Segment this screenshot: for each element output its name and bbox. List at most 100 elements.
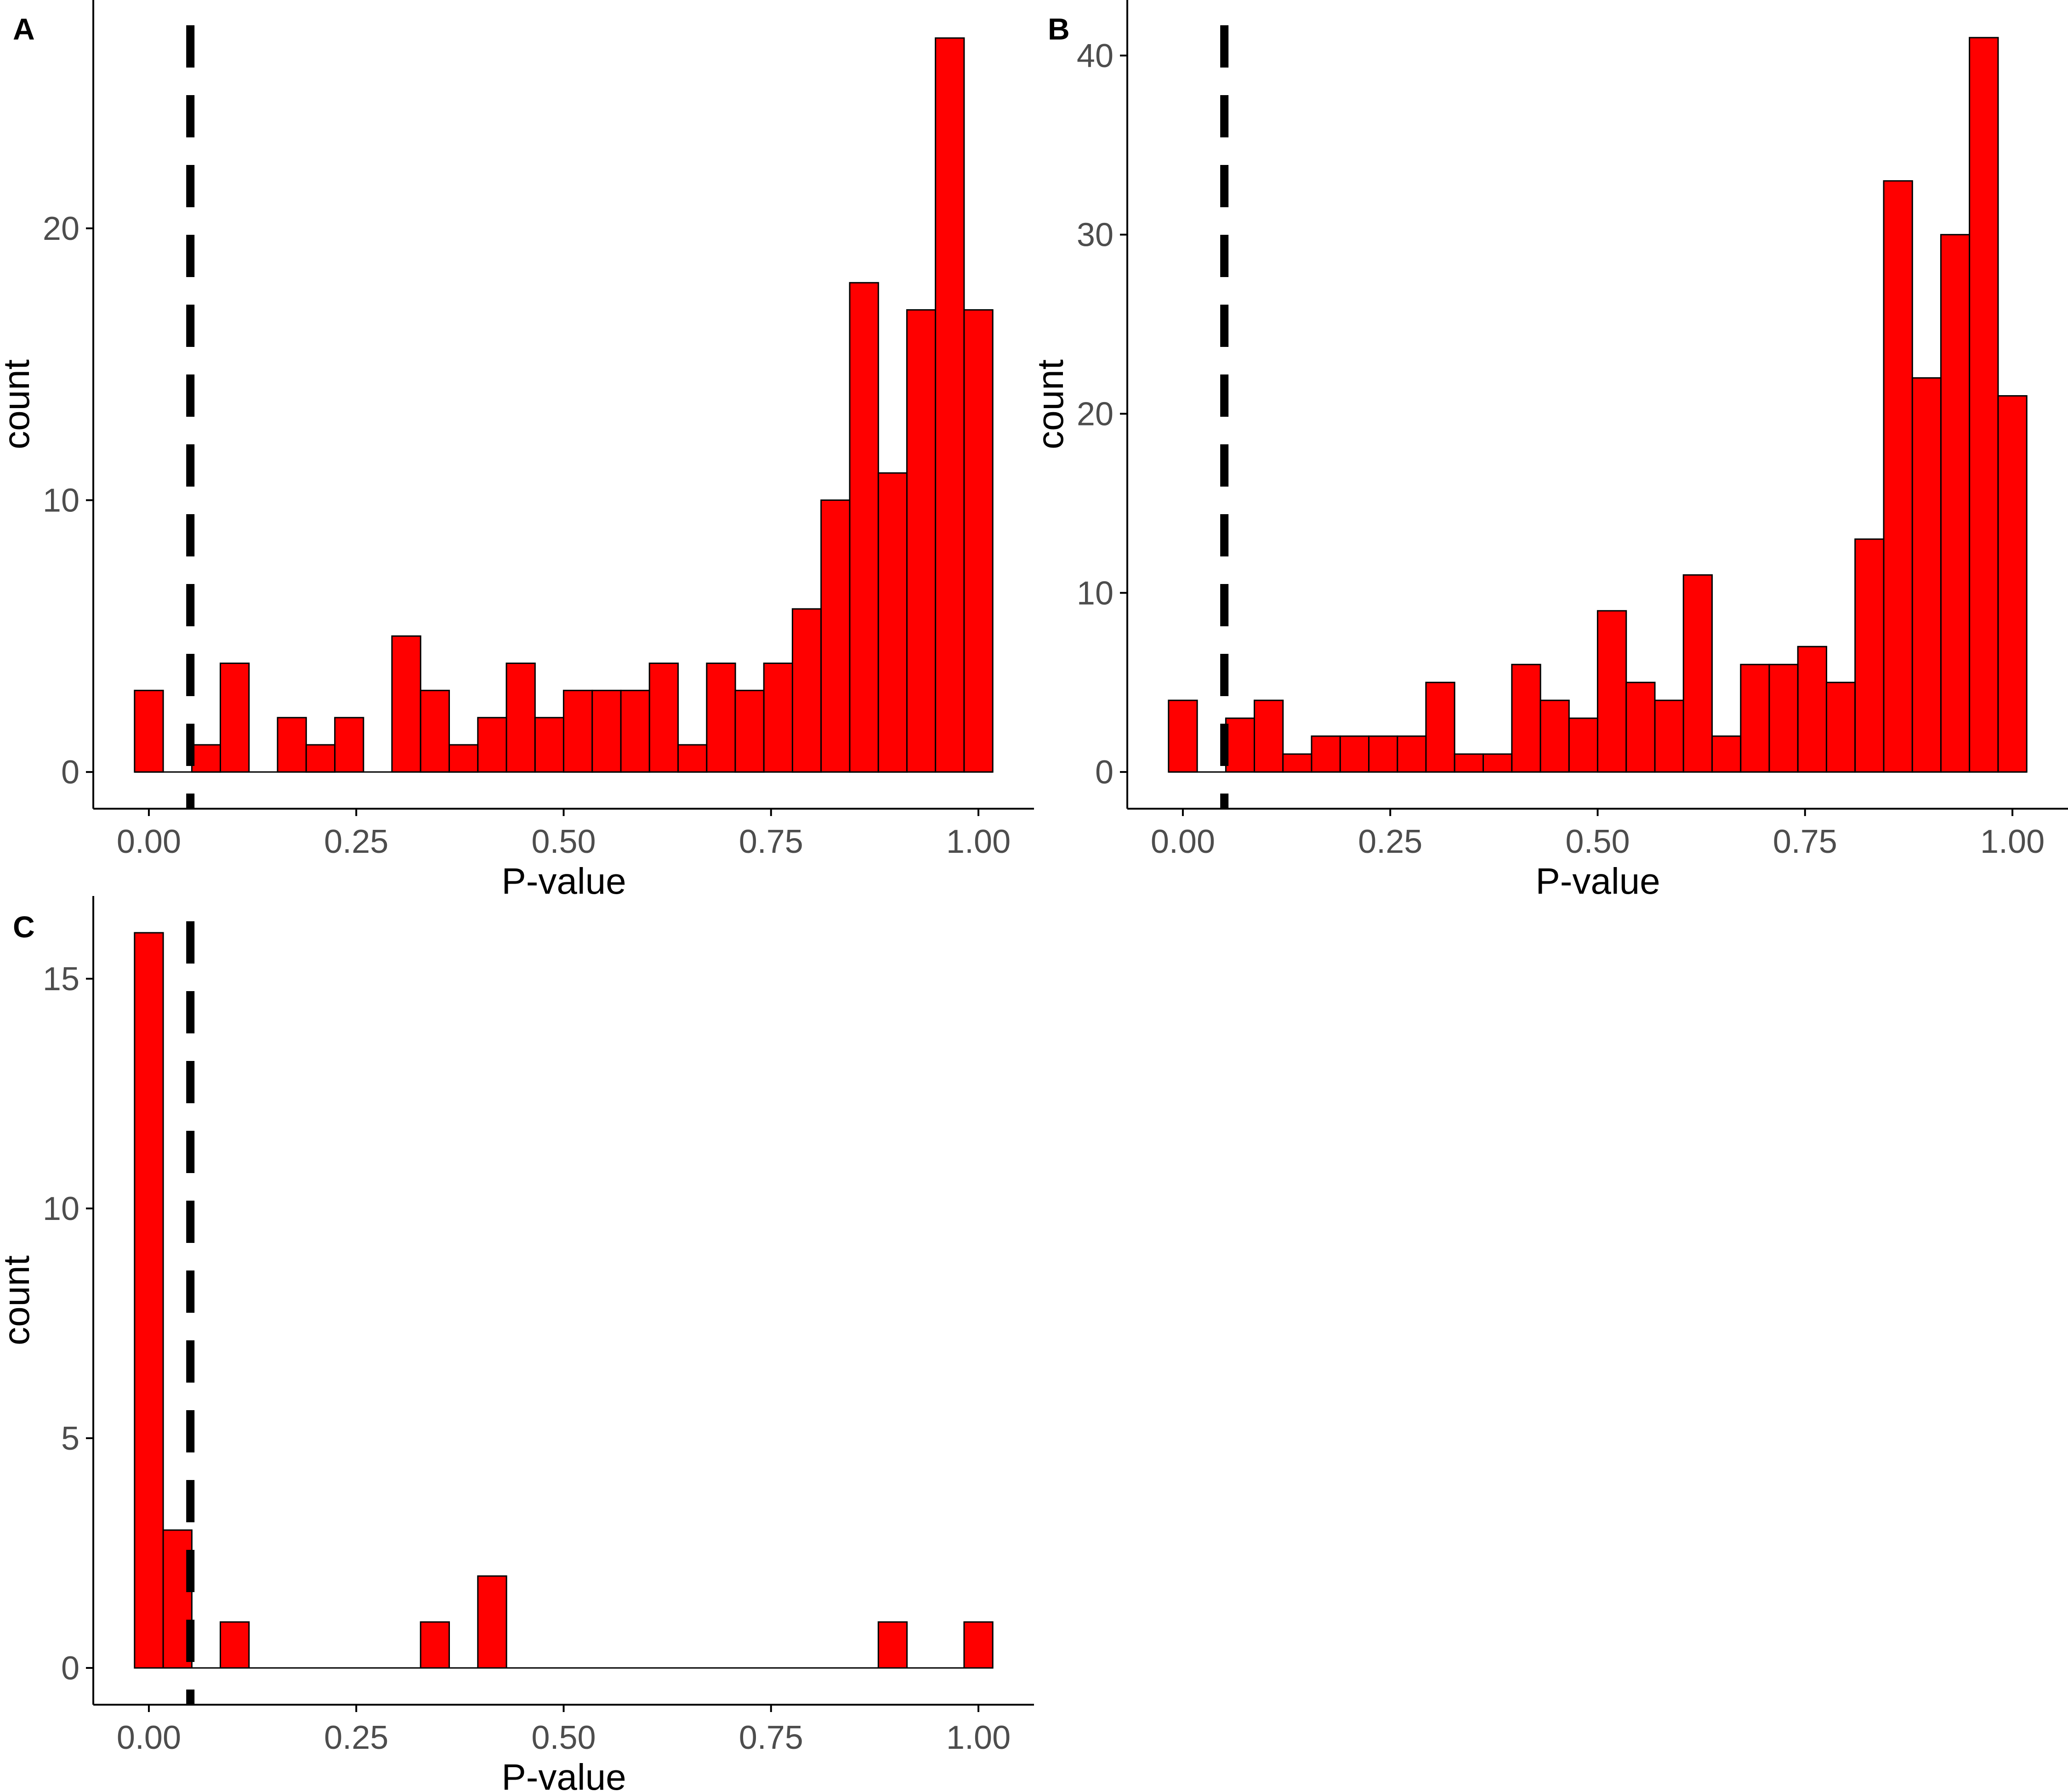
panel-c-bar <box>877 1621 908 1669</box>
panel-b-x-tick-label: 0.50 <box>1565 823 1630 860</box>
panel-b-x-tick-label: 0.75 <box>1773 823 1837 860</box>
panel-b-bar <box>1997 395 2028 773</box>
panel-a-bar <box>677 744 708 773</box>
panel-c-x-tick-label: 0.75 <box>739 1719 803 1756</box>
panel-b-bar <box>1168 699 1198 773</box>
panel-b-bar <box>1969 37 1999 773</box>
panel-b-x-tick-label: 0.25 <box>1358 823 1422 860</box>
panel-a-bar <box>562 690 593 773</box>
panel-a-bar <box>791 608 822 773</box>
panel-a-bar <box>620 690 650 773</box>
panel-b-x-tick-label: 1.00 <box>1980 823 2045 860</box>
panel-b-bar <box>1682 574 1713 773</box>
panel-a-bar <box>963 309 994 773</box>
panel-c-bar <box>220 1621 250 1669</box>
panel-a-x-axis-title: P-value <box>501 861 626 902</box>
panel-c-x-axis-title: P-value <box>501 1757 626 1792</box>
panel-a-y-tick-label: 20 <box>43 210 80 247</box>
panel-a-bar <box>191 744 222 773</box>
panel-b-y-tick-label: 30 <box>1077 217 1114 254</box>
panel-b-bar <box>1854 538 1885 773</box>
panel-b: B 0 10 20 30 40 0.00 0.25 0.50 0.75 1.00 P-value… <box>1030 0 2068 902</box>
panel-a-bar <box>849 282 879 773</box>
panel-b-y-axis-title: count <box>1030 359 1071 449</box>
panel-label-c: C <box>13 910 35 944</box>
panel-a-bar <box>877 472 908 773</box>
panel-b-bar <box>1425 681 1455 773</box>
panel-b-bar <box>1596 610 1627 773</box>
panel-b-bar <box>1282 753 1312 773</box>
panel-b-bar <box>1911 377 1942 773</box>
panel-c-bar <box>963 1621 994 1669</box>
panel-b-bar <box>1940 234 1971 773</box>
panel-a-y-tick-label: 0 <box>61 754 80 791</box>
panel-b-bar <box>1797 646 1827 773</box>
panel-b-bar <box>1311 735 1341 773</box>
panel-b-bar <box>1825 681 1856 773</box>
panel-a-bar <box>706 663 736 773</box>
panel-c-y-tick-label: 15 <box>43 961 80 998</box>
panel-c-x-tick-label: 0.00 <box>117 1719 181 1756</box>
panel-label-b: B <box>1048 12 1070 46</box>
panel-b-y-tick-label: 0 <box>1095 754 1114 791</box>
panel-c: C 0 5 10 15 0.00 0.25 0.50 0.75 1.00 P-value co… <box>0 896 1034 1792</box>
panel-b-bar <box>1454 753 1484 773</box>
panel-b-y-ticks: 0 10 20 30 40 <box>1077 38 1127 791</box>
panel-b-bar <box>1625 681 1656 773</box>
panel-b-bar <box>1740 663 1770 773</box>
panel-a-x-tick-label: 0.50 <box>531 823 596 860</box>
panel-a-y-tick-label: 10 <box>43 482 80 519</box>
panel-a-bar <box>534 717 565 773</box>
panel-a-x-tick-label: 0.25 <box>324 823 388 860</box>
panel-b-x-tick-label: 0.00 <box>1151 823 1215 860</box>
panel-a-bar <box>734 690 765 773</box>
panel-c-bar <box>477 1575 507 1669</box>
panel-b-y-tick-label: 10 <box>1077 575 1114 612</box>
panel-c-x-tick-label: 0.25 <box>324 1719 388 1756</box>
panel-b-y-tick-label: 40 <box>1077 38 1114 74</box>
panel-label-a: A <box>13 12 35 46</box>
panel-a-y-ticks: 0 10 20 <box>43 210 93 791</box>
panel-b-bar <box>1511 663 1541 773</box>
panel-b-bar <box>1883 180 1913 773</box>
panel-b-bar <box>1397 735 1427 773</box>
panel-c-y-tick-label: 5 <box>61 1420 80 1457</box>
panel-b-bar <box>1540 699 1570 773</box>
panel-c-bar <box>420 1621 450 1669</box>
panel-b-bar <box>1711 735 1742 773</box>
panel-a-bar <box>591 690 622 773</box>
panel-c-bar <box>134 932 164 1669</box>
panel-a-bar <box>420 690 450 773</box>
panel-a-bar <box>648 663 679 773</box>
panel-c-x-tick-label: 1.00 <box>946 1719 1011 1756</box>
panel-b-bar <box>1768 663 1799 773</box>
panel-c-y-ticks: 0 5 10 15 <box>43 961 93 1687</box>
panel-a-x-tick-label: 1.00 <box>946 823 1011 860</box>
panel-c-bars <box>134 932 994 1669</box>
panel-a-bar <box>334 717 364 773</box>
panel-c-x-tick-label: 0.50 <box>531 1719 596 1756</box>
panel-b-bar <box>1483 753 1513 773</box>
panel-a-bar <box>763 663 793 773</box>
panel-a-bar <box>134 690 164 773</box>
panel-b-y-tick-label: 20 <box>1077 396 1114 432</box>
panel-b-bar <box>1568 717 1599 773</box>
panel-b-bars <box>1168 37 2028 773</box>
panel-b-x-axis-title: P-value <box>1535 861 1660 902</box>
panel-c-x-ticks: 0.00 0.25 0.50 0.75 1.00 <box>117 1705 1011 1756</box>
panel-b-bar <box>1368 735 1398 773</box>
panel-a-bar <box>820 499 851 773</box>
panel-b-bar <box>1654 699 1684 773</box>
panel-a-bar <box>506 663 536 773</box>
panel-c-y-tick-label: 0 <box>61 1650 80 1687</box>
panel-c-y-tick-label: 10 <box>43 1191 80 1227</box>
panel-a-bars <box>134 37 994 773</box>
panel-a-bar <box>477 717 507 773</box>
panel-a-bar <box>935 37 965 773</box>
panel-b-bar <box>1339 735 1370 773</box>
panel-a-bar <box>906 309 937 773</box>
panel-c-y-axis-title: count <box>0 1255 37 1345</box>
panel-a-bar <box>391 635 421 773</box>
panel-b-x-ticks: 0.00 0.25 0.50 0.75 1.00 <box>1151 809 2045 860</box>
panel-a-x-tick-label: 0.00 <box>117 823 181 860</box>
